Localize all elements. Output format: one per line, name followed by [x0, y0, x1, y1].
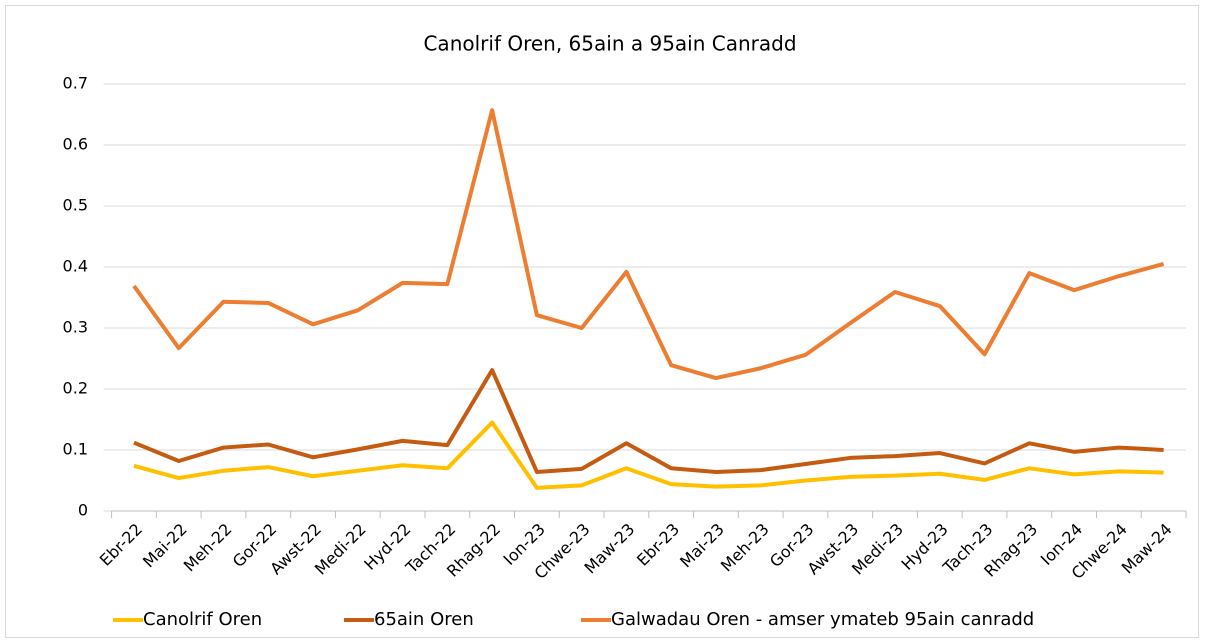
series-line [132, 108, 1165, 381]
y-tick-label: 0.6 [63, 135, 88, 154]
legend-label: Galwadau Oren - amser ymateb 95ain canra… [611, 609, 1034, 630]
series-line [133, 368, 1164, 474]
y-tick-label: 0.2 [63, 379, 88, 398]
legend-label: 65ain Oren [374, 609, 474, 630]
y-tick-label: 0.7 [63, 74, 88, 93]
y-tick-label: 0.5 [63, 196, 88, 215]
chart-title: Canolrif Oren, 65ain a 95ain Canradd [423, 32, 796, 56]
y-tick-label: 0.3 [63, 318, 88, 337]
y-tick-label: 0 [78, 501, 88, 520]
y-tick-label: 0.1 [63, 440, 88, 459]
series-line [133, 420, 1164, 490]
legend-label: Canolrif Oren [143, 609, 262, 630]
y-tick-label: 0.4 [63, 257, 88, 276]
